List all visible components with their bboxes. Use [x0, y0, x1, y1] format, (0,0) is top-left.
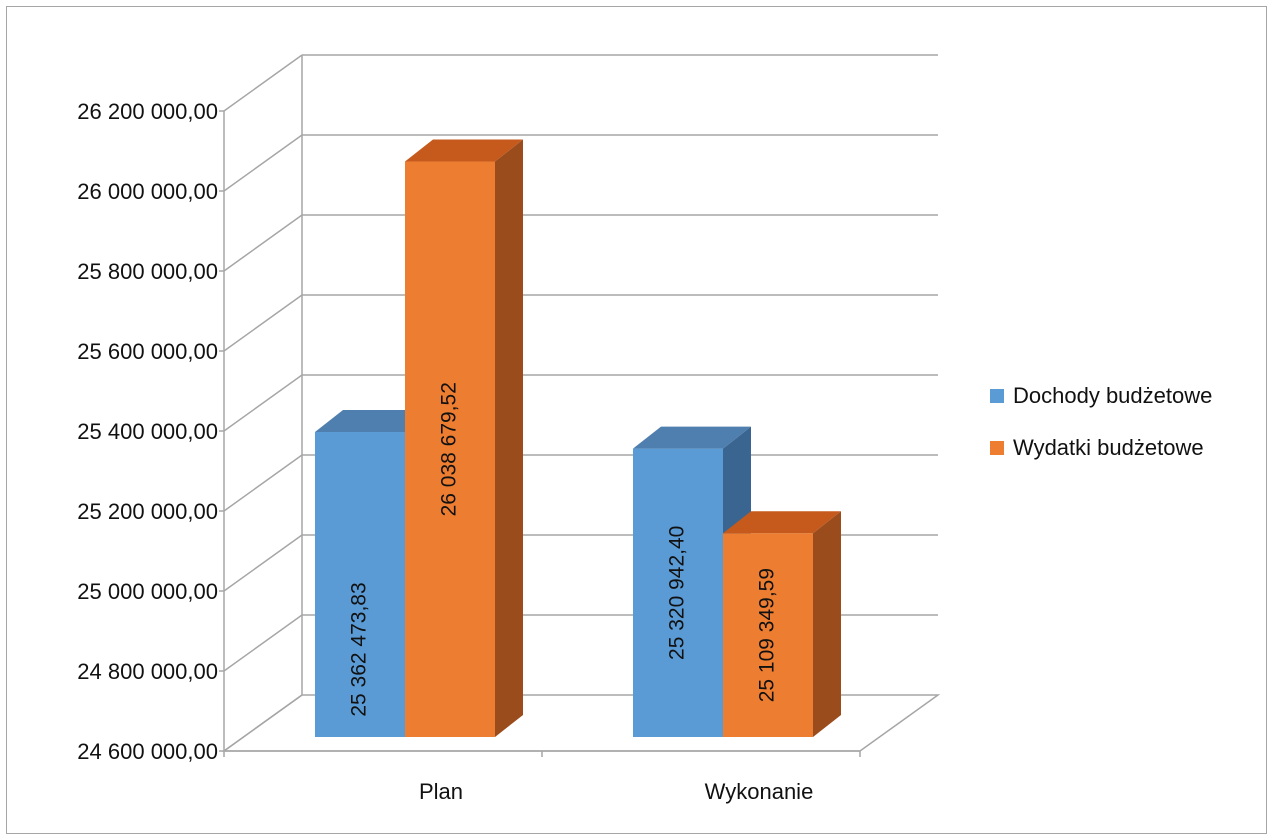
bar-top	[315, 410, 433, 433]
data-label: 25 362 473,83	[348, 582, 371, 716]
data-labels: 25 362 473,83 26 038 679,52 25 320 942,40 2…	[348, 382, 779, 717]
bar-top	[405, 139, 523, 162]
y-axis: 24 600 000,00 24 800 000,00 25 000 000,00 2…	[77, 99, 225, 764]
gridline-side	[223, 294, 303, 352]
y-tick-label: 25 800 000,00	[77, 259, 218, 284]
y-tick-label: 24 800 000,00	[77, 659, 218, 684]
gridline-side	[223, 214, 303, 272]
bar-side	[813, 511, 841, 737]
gridline-side	[223, 614, 303, 672]
y-tick-label: 25 000 000,00	[77, 579, 218, 604]
data-label: 26 038 679,52	[438, 382, 461, 516]
gridline-side	[223, 694, 303, 752]
gridline-side	[223, 54, 303, 112]
y-tick-label: 24 600 000,00	[77, 739, 218, 764]
bar	[723, 533, 813, 737]
bar	[315, 432, 405, 737]
gridline-side	[223, 134, 303, 192]
y-tick-label: 25 400 000,00	[77, 419, 218, 444]
y-tick-label: 25 200 000,00	[77, 499, 218, 524]
legend-label: Dochody budżetowe	[1013, 383, 1212, 408]
bar-chart-3d: 24 600 000,00 24 800 000,00 25 000 000,00 2…	[77, 54, 1212, 804]
y-tick-label: 26 200 000,00	[77, 99, 218, 124]
gridline-side	[223, 454, 303, 512]
bar	[405, 161, 495, 737]
legend-label: Wydatki budżetowe	[1013, 435, 1204, 460]
bars	[315, 139, 841, 737]
legend-swatch	[990, 441, 1004, 455]
bar	[633, 448, 723, 737]
x-tick-label: Wykonanie	[705, 779, 814, 804]
y-tick-label: 25 600 000,00	[77, 339, 218, 364]
gridline-side	[223, 374, 303, 432]
legend: Dochody budżetowe Wydatki budżetowe	[990, 383, 1212, 460]
bar-top	[723, 511, 841, 534]
data-label: 25 320 942,40	[666, 526, 689, 660]
data-label: 25 109 349,59	[756, 568, 779, 702]
legend-swatch	[990, 389, 1004, 403]
gridline-side	[223, 534, 303, 592]
x-tick-label: Plan	[419, 779, 463, 804]
bar-side	[495, 139, 523, 737]
y-tick-label: 26 000 000,00	[77, 179, 218, 204]
bar-top	[633, 426, 751, 449]
x-axis: Plan Wykonanie	[223, 750, 861, 804]
chart-frame: 24 600 000,00 24 800 000,00 25 000 000,00 2…	[6, 6, 1267, 834]
